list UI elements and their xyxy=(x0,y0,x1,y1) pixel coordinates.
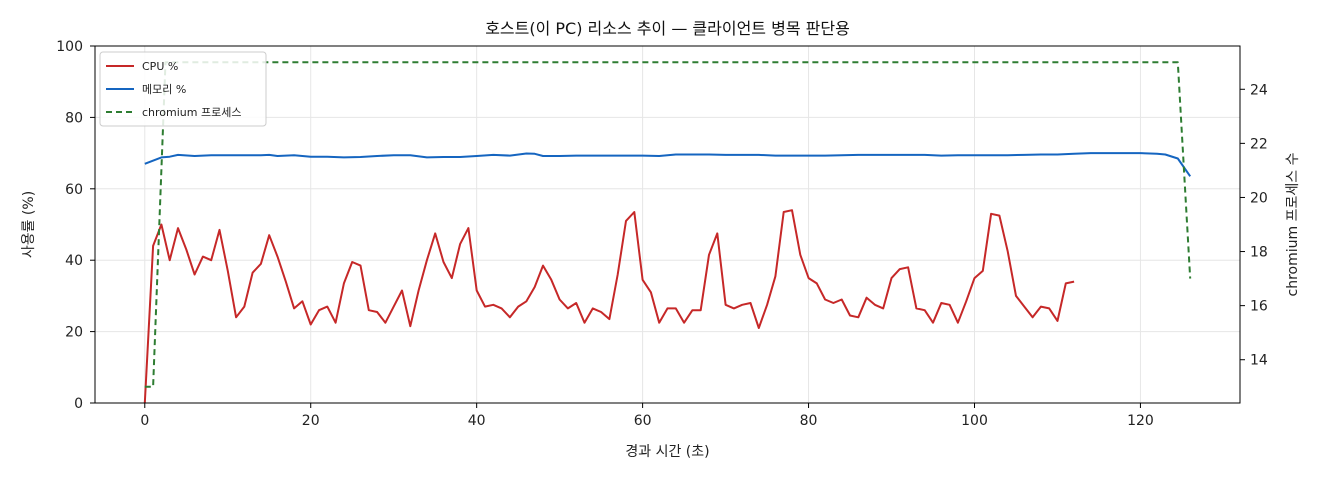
legend-box xyxy=(99,51,267,127)
y2-tick-label: 16 xyxy=(1250,299,1268,315)
y2-tick-label: 18 xyxy=(1250,245,1268,261)
series-line-1 xyxy=(144,152,1192,177)
x-tick-label: 100 xyxy=(961,413,988,429)
legend-label-2: chromium 프로세스 xyxy=(142,106,241,119)
x-tick-label: 120 xyxy=(1127,413,1154,429)
plot-frame xyxy=(94,45,1241,404)
y-tick-label: 100 xyxy=(56,39,83,55)
y-tick-label: 80 xyxy=(65,110,83,126)
tick-layer: 0 20 40 60 80 100 120 0 20 40 60 80 100 14 16 18 20 22 24 xyxy=(56,39,1268,429)
x-tick-label: 20 xyxy=(302,413,320,429)
legend-label-0: CPU % xyxy=(142,60,178,73)
legend-label-1: 메모리 % xyxy=(142,83,186,96)
y-tick-label: 0 xyxy=(74,396,83,412)
y2-tick-label: 20 xyxy=(1250,190,1268,206)
x-tick-label: 80 xyxy=(800,413,818,429)
y-tick-label: 60 xyxy=(65,182,83,198)
legend: CPU % 메모리 % chromium 프로세스 xyxy=(99,51,267,127)
y2-tick-label: 24 xyxy=(1250,82,1268,98)
y-axis-label-right: chromium 프로세스 수 xyxy=(1285,152,1301,296)
chart-title: 호스트(이 PC) 리소스 추이 — 클라이언트 병목 판단용 xyxy=(485,19,850,38)
y2-tick-label: 14 xyxy=(1250,353,1268,369)
x-axis-label: 경과 시간 (초) xyxy=(625,444,709,460)
y2-tick-label: 22 xyxy=(1250,136,1268,152)
series-line-0 xyxy=(143,209,1075,404)
x-tick-label: 40 xyxy=(468,413,486,429)
x-tick-label: 60 xyxy=(634,413,652,429)
y-axis-label-left: 사용률 (%) xyxy=(21,191,37,258)
y-tick-label: 20 xyxy=(65,325,83,341)
x-tick-label: 0 xyxy=(140,413,149,429)
y-tick-label: 40 xyxy=(65,253,83,269)
